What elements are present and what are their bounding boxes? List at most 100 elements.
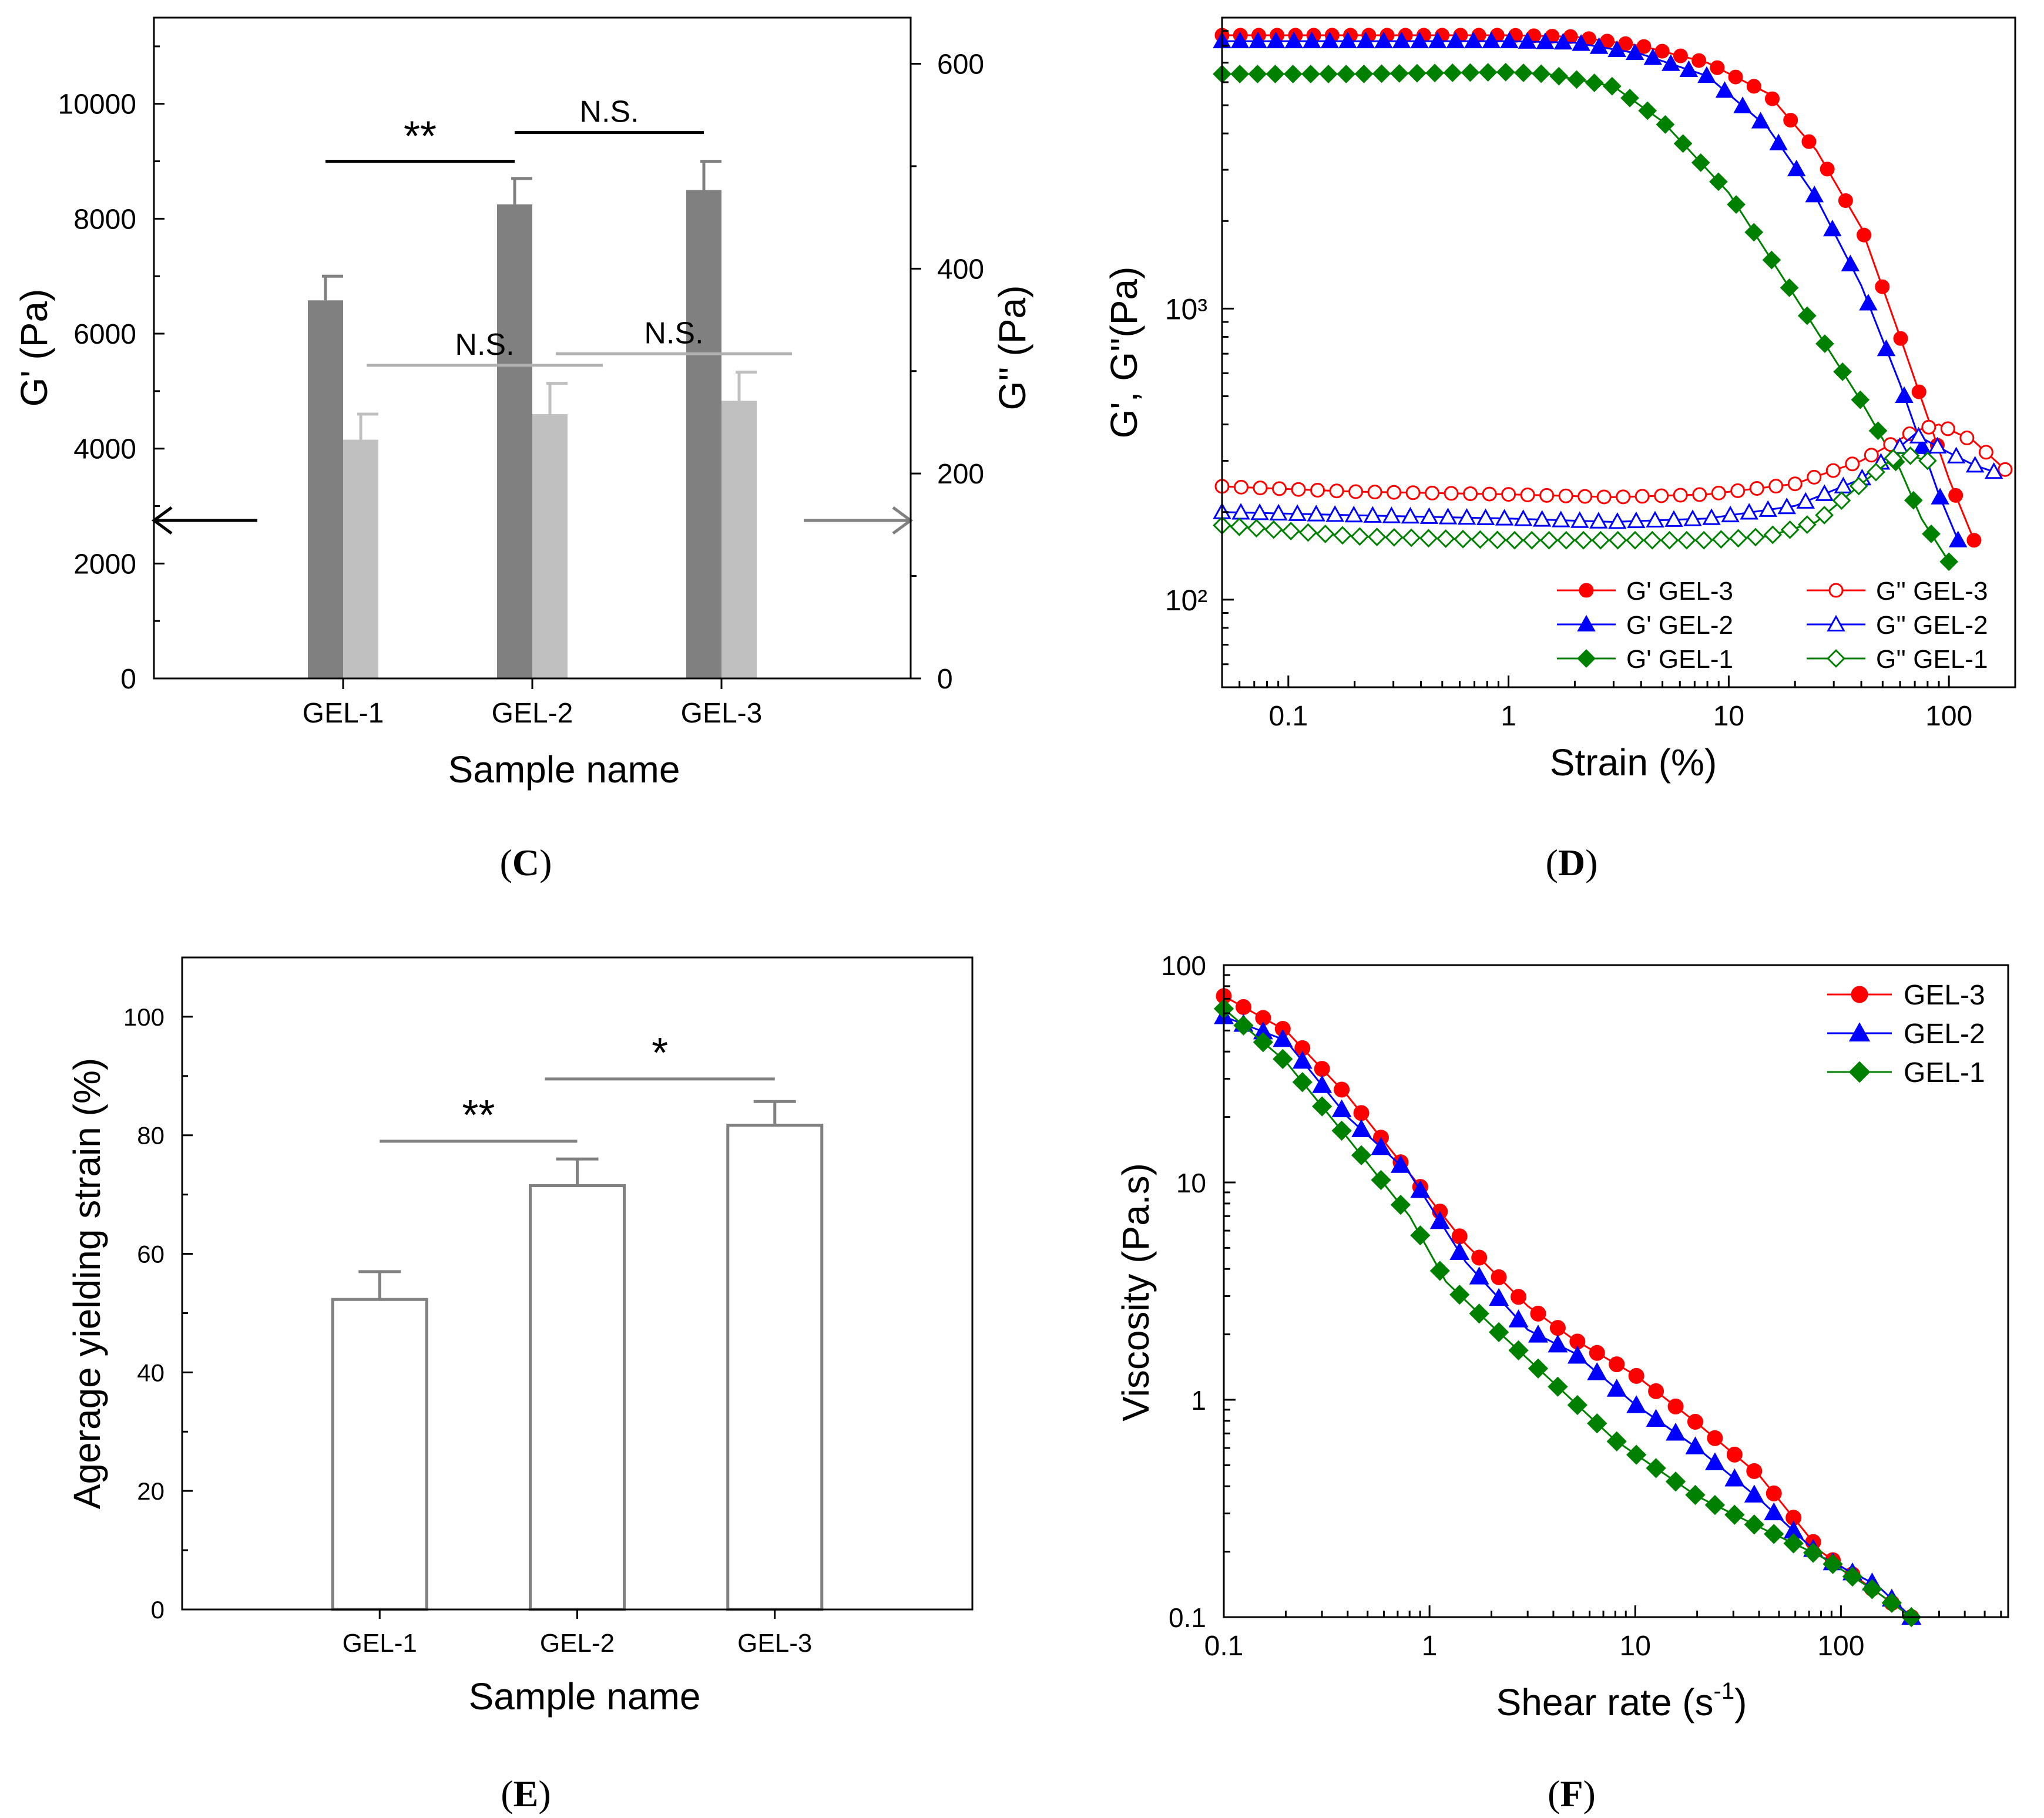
legend: GEL-3 GEL-2 GEL-1 bbox=[1827, 980, 1985, 1088]
data-point bbox=[1425, 63, 1444, 83]
y-axis-label: Agerage yielding strain (%) bbox=[66, 1058, 108, 1509]
legend-marker bbox=[1848, 1022, 1871, 1041]
data-point bbox=[1634, 489, 1650, 504]
y-axis-label: G' (Pa) bbox=[13, 289, 55, 407]
data-point bbox=[1410, 1179, 1431, 1198]
data-point bbox=[1385, 527, 1404, 547]
data-point bbox=[1868, 421, 1888, 441]
data-point bbox=[1877, 339, 1896, 357]
data-point bbox=[1405, 485, 1421, 500]
data-point bbox=[1389, 64, 1409, 83]
y-tick-label: 0 bbox=[151, 1596, 165, 1624]
data-point bbox=[1248, 65, 1267, 83]
legend-marker bbox=[1577, 614, 1596, 632]
data-point bbox=[1984, 462, 2003, 479]
data-point bbox=[1656, 115, 1675, 134]
data-point bbox=[1851, 390, 1870, 409]
data-point bbox=[1482, 31, 1501, 49]
data-point bbox=[1751, 112, 1770, 129]
data-point bbox=[1665, 1471, 1686, 1492]
data-point bbox=[1834, 476, 1853, 493]
data-point bbox=[1895, 386, 1914, 404]
data-point bbox=[1488, 1322, 1509, 1343]
data-point bbox=[1589, 1345, 1605, 1361]
y-tick-label: 10000 bbox=[58, 89, 136, 120]
data-point bbox=[1508, 1340, 1529, 1360]
data-point bbox=[1596, 489, 1612, 505]
data-point bbox=[1728, 529, 1748, 548]
data-point bbox=[1454, 529, 1472, 549]
data-point bbox=[1608, 530, 1627, 550]
data-point bbox=[1291, 482, 1306, 497]
x-tick-label: 0.1 bbox=[1268, 701, 1308, 732]
data-point bbox=[1444, 486, 1459, 501]
data-point bbox=[1687, 1413, 1703, 1430]
data-point bbox=[1711, 530, 1731, 549]
data-point bbox=[1371, 1170, 1391, 1191]
data-point bbox=[1797, 515, 1817, 535]
y-tick-label: 2000 bbox=[73, 549, 136, 580]
data-point bbox=[1928, 436, 1947, 454]
data-point bbox=[1382, 506, 1401, 523]
data-point bbox=[1298, 523, 1318, 542]
legend-label: G' GEL-1 bbox=[1626, 645, 1733, 674]
x-tick-label: GEL-3 bbox=[737, 1629, 812, 1658]
data-point bbox=[1749, 481, 1764, 496]
data-point bbox=[1284, 31, 1303, 49]
y-tick-label: 100 bbox=[123, 1003, 165, 1031]
data-point bbox=[1556, 530, 1576, 550]
data-point bbox=[1319, 65, 1338, 83]
data-point bbox=[1491, 1269, 1507, 1285]
data-point bbox=[1662, 54, 1680, 71]
data-point bbox=[1842, 1566, 1863, 1587]
panel-label: (D) bbox=[1546, 842, 1598, 883]
x-axis-label: Sample name bbox=[469, 1675, 701, 1718]
data-point bbox=[1266, 31, 1286, 49]
data-point bbox=[1372, 64, 1391, 83]
data-point bbox=[1683, 509, 1702, 526]
data-point bbox=[1234, 479, 1249, 495]
significance-label: ** bbox=[404, 113, 437, 160]
data-point bbox=[1496, 62, 1515, 82]
data-point bbox=[1488, 530, 1507, 550]
data-point bbox=[1931, 488, 1949, 505]
y-axis-label: G', G''(Pa) bbox=[1103, 267, 1145, 439]
data-point bbox=[1410, 1225, 1431, 1246]
x-tick-label: 1 bbox=[1501, 701, 1516, 732]
data-point bbox=[1758, 500, 1777, 517]
data-point bbox=[1351, 1119, 1372, 1137]
legend-label: GEL-1 bbox=[1904, 1057, 1985, 1088]
data-point bbox=[1500, 31, 1519, 49]
data-point bbox=[1978, 445, 1993, 460]
x-axis-label: Strain (%) bbox=[1550, 741, 1717, 784]
data-point bbox=[1469, 1303, 1489, 1324]
data-point bbox=[1539, 530, 1559, 550]
data-point bbox=[1348, 484, 1364, 499]
data-point bbox=[1408, 63, 1427, 83]
data-point bbox=[1567, 1345, 1587, 1364]
data-point bbox=[1654, 488, 1669, 503]
data-point bbox=[1691, 53, 1707, 68]
data-point bbox=[1461, 63, 1480, 82]
data-point bbox=[1528, 1358, 1549, 1379]
data-point bbox=[1367, 485, 1382, 500]
data-point bbox=[1762, 250, 1781, 270]
data-point bbox=[1648, 1383, 1664, 1399]
data-point bbox=[1764, 1524, 1784, 1544]
data-point bbox=[1230, 65, 1250, 83]
data-point bbox=[1867, 462, 1885, 482]
data-point bbox=[1823, 219, 1842, 237]
data-point bbox=[1884, 449, 1903, 468]
data-point bbox=[1558, 488, 1573, 503]
data-point bbox=[1881, 1592, 1902, 1613]
data-point bbox=[1522, 530, 1542, 550]
data-point bbox=[1247, 519, 1266, 538]
x-tick-label: 10 bbox=[1620, 1631, 1651, 1662]
data-point bbox=[1940, 421, 1955, 436]
data-point bbox=[1646, 1409, 1666, 1427]
legend-marker bbox=[1851, 986, 1868, 1003]
data-point bbox=[1312, 1075, 1333, 1093]
y2-tick-label: 0 bbox=[937, 664, 953, 695]
y-tick-label: 60 bbox=[137, 1241, 165, 1268]
